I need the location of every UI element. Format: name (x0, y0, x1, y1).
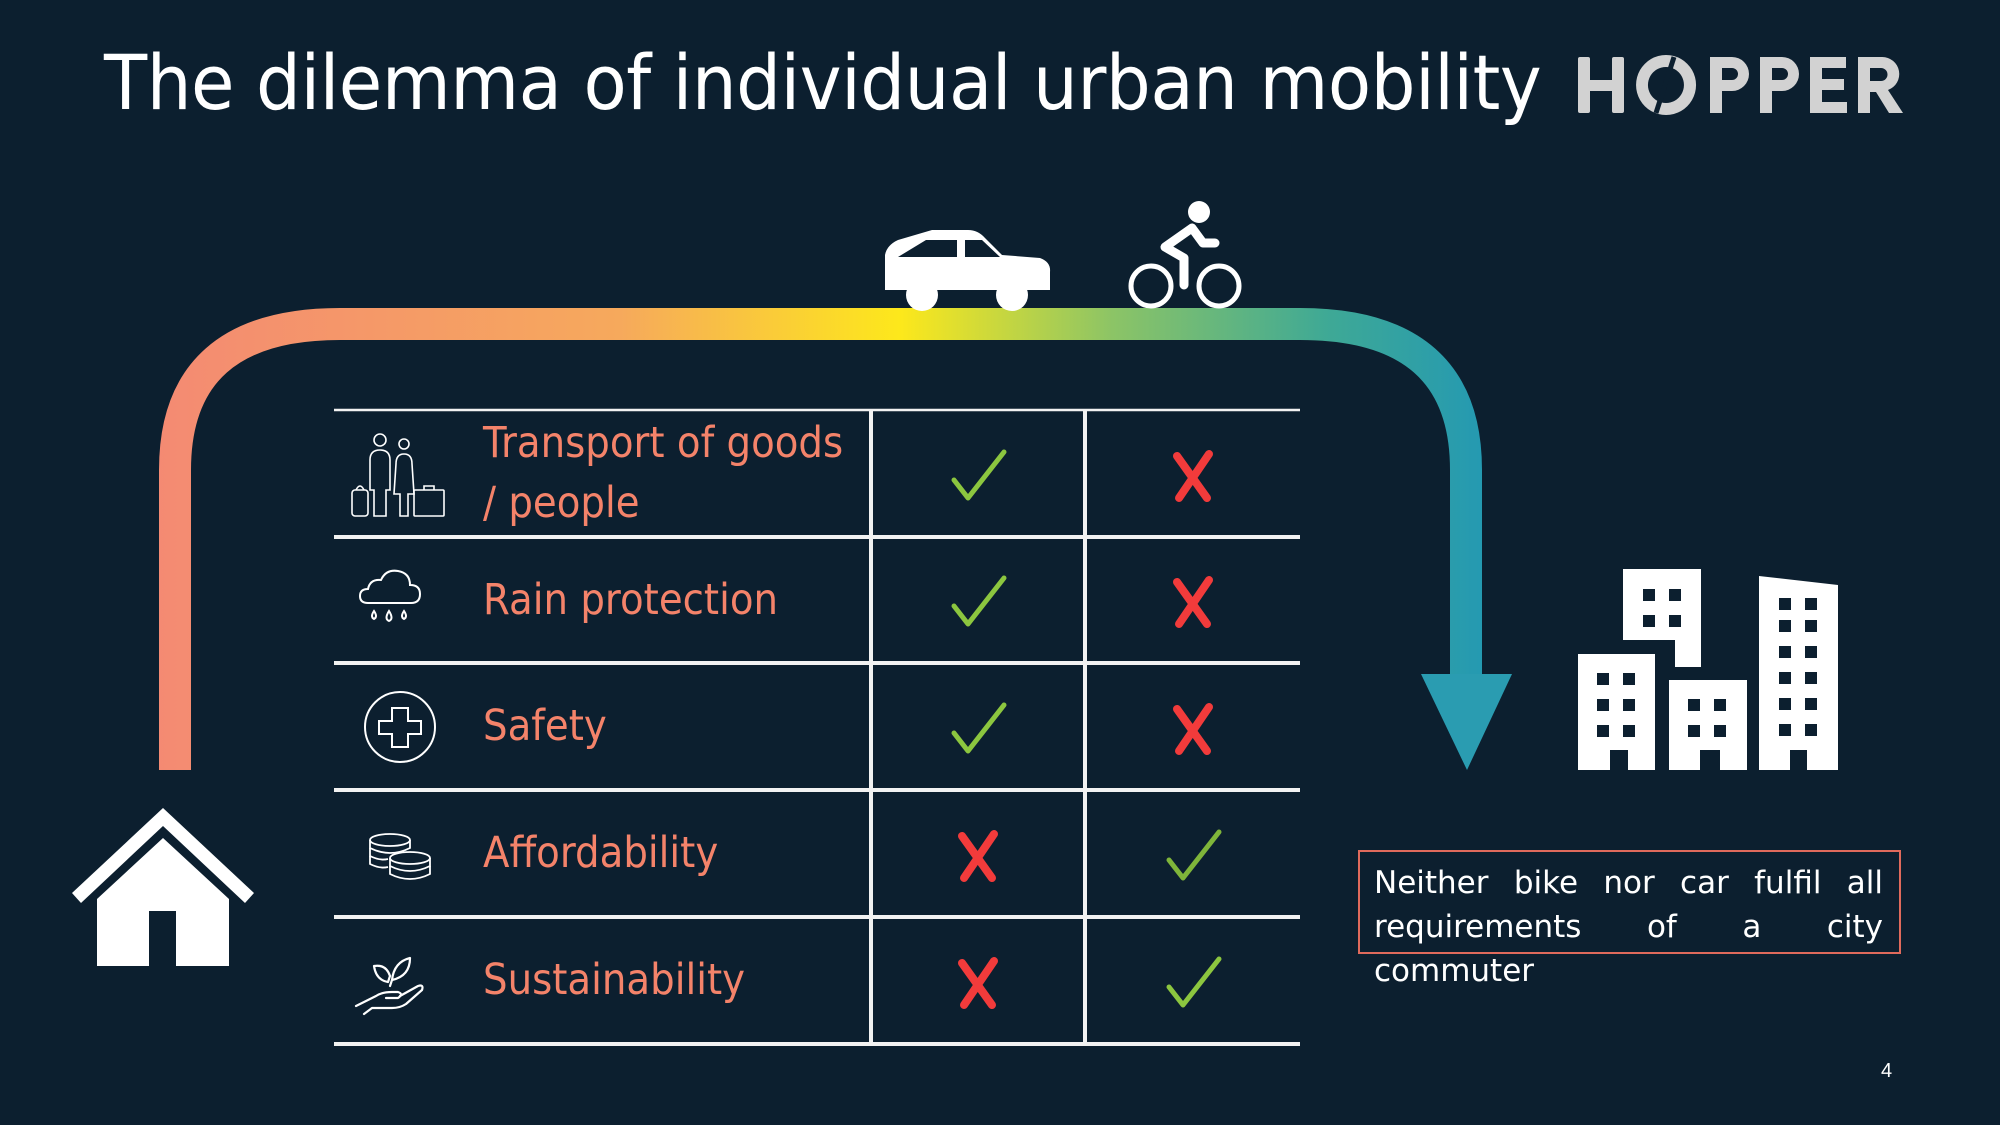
cross-icon (1173, 576, 1213, 628)
cross-icon (958, 830, 998, 882)
comparison-table-grid (334, 408, 1300, 1046)
check-icon (951, 702, 1007, 754)
coins-icon (348, 830, 452, 930)
page-number: 4 (1881, 1060, 1893, 1082)
conclusion-callout-box: Neither bike nor car fulfil all requirem… (1358, 850, 1901, 989)
plant-hand-icon (348, 950, 452, 1050)
slide-title: The dilemma of individual urban mobility (104, 38, 1542, 127)
gradient-arrow-path (159, 308, 1512, 770)
rain-cloud-icon (348, 565, 452, 665)
check-icon (951, 575, 1007, 627)
bicycle-icon (1128, 201, 1242, 309)
row-label: Transport of goods (483, 418, 844, 468)
car-icon (885, 230, 1051, 311)
row-label: Affordability (483, 828, 719, 878)
cross-icon (958, 957, 998, 1009)
row-label: Rain protection (483, 575, 779, 625)
row-label: Sustainability (483, 955, 746, 1005)
check-icon (1166, 829, 1222, 881)
people-luggage-icon (348, 430, 452, 530)
medical-cross-icon (348, 690, 452, 790)
cross-icon (1173, 450, 1213, 502)
check-icon (1166, 956, 1222, 1008)
row-label: Safety (483, 701, 607, 751)
check-icon (951, 449, 1007, 501)
hopper-logo (1578, 55, 1913, 117)
cross-icon (1173, 703, 1213, 755)
city-buildings-icon (1578, 569, 1838, 770)
callout-line-2: requirements of a city commuter (1374, 909, 1883, 989)
house-icon (72, 808, 254, 966)
row-label-line2: / people (483, 478, 640, 528)
callout-line-1: Neither bike nor car fulfil all (1374, 865, 1883, 901)
